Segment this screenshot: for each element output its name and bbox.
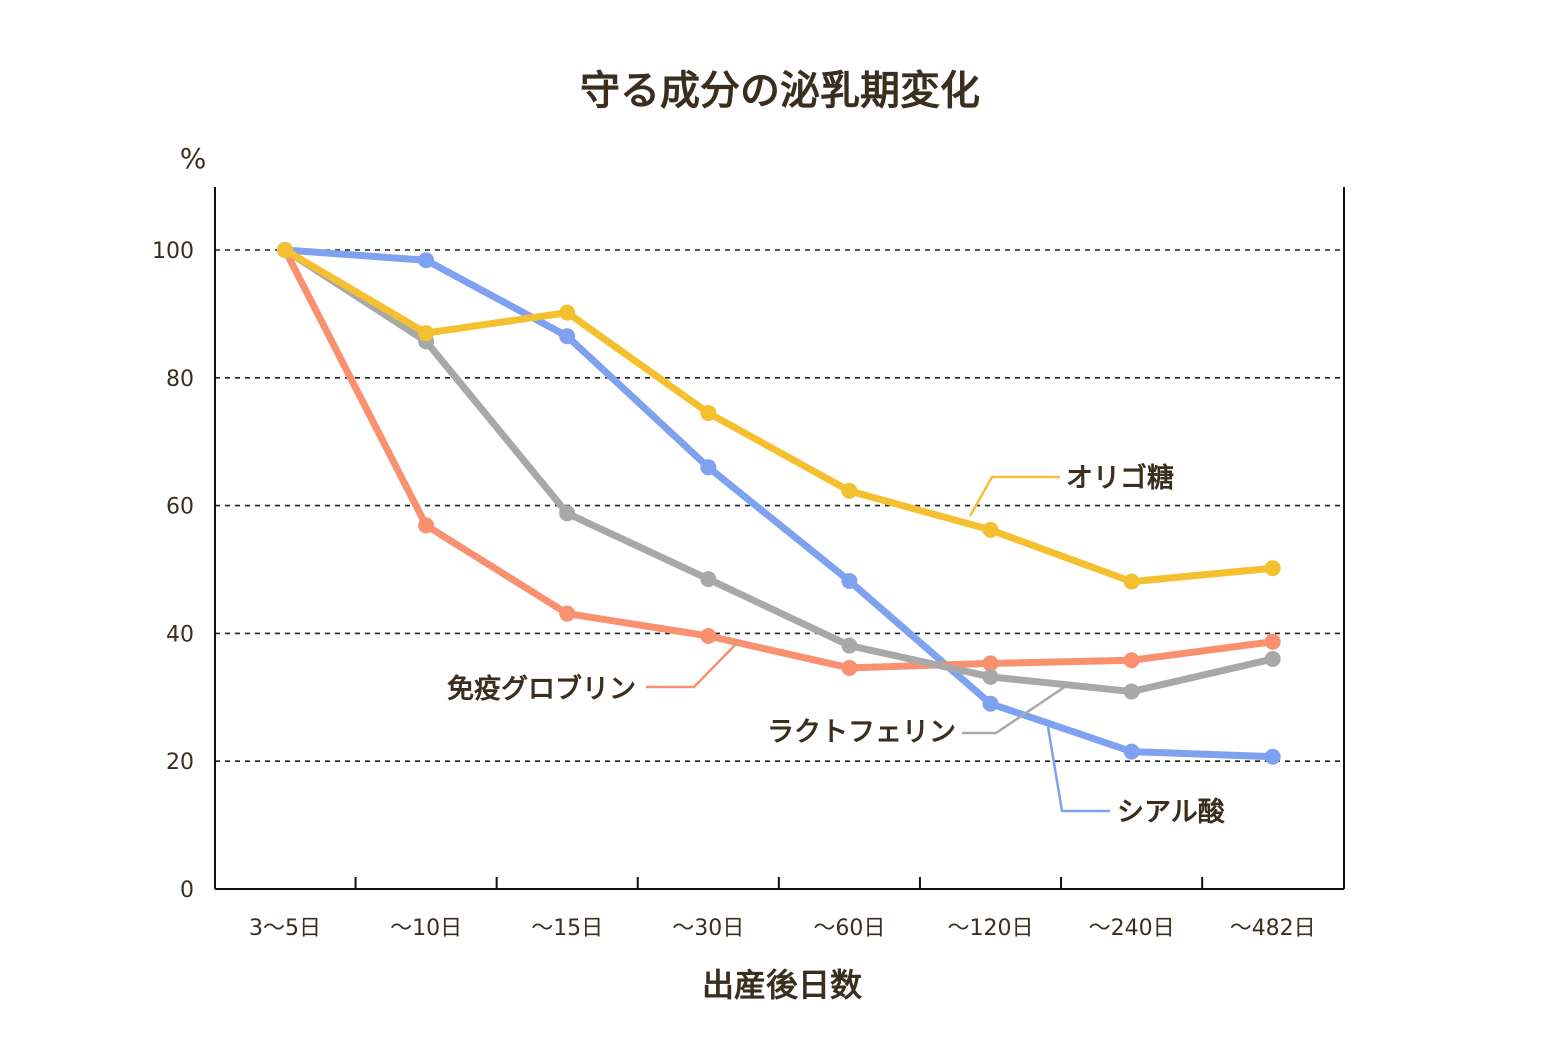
y-tick-label: 100 <box>152 239 194 264</box>
data-point-oligosaccharide <box>418 325 435 342</box>
leader-line-lactoferrin <box>962 684 1067 735</box>
series-line-oligosaccharide <box>281 246 1277 586</box>
x-tick-labels: 3〜5日 〜10日 〜15日 〜30日 〜60日 〜120日 〜240日 〜482日 <box>249 916 1316 941</box>
data-point-immunoglobulin <box>1123 652 1140 669</box>
data-point-lactoferrin <box>841 637 858 654</box>
data-point-oligosaccharide <box>841 482 858 499</box>
data-point-lactoferrin <box>1123 683 1140 700</box>
data-point-oligosaccharide <box>277 242 293 258</box>
x-tick-label: 〜120日 <box>948 916 1034 941</box>
x-axis-label: 出産後日数 <box>702 966 863 1004</box>
data-point-oligosaccharide <box>982 521 999 538</box>
series-lines <box>277 242 1281 765</box>
series-label-immunoglobulin: 免疫グロブリン <box>447 673 636 705</box>
y-tick-label: 0 <box>180 878 194 903</box>
data-point-immunoglobulin <box>559 605 576 622</box>
data-point-immunoglobulin <box>1264 633 1281 650</box>
data-point-lactoferrin <box>982 668 999 685</box>
grid-lines <box>215 249 1344 763</box>
x-tick-label: 3〜5日 <box>249 916 321 941</box>
y-tick-labels: 0 20 40 60 80 100 <box>152 239 194 903</box>
data-point-sialic-acid <box>559 328 576 345</box>
leader-line-oligosaccharide <box>968 475 1060 517</box>
data-point-oligosaccharide <box>700 404 717 421</box>
data-point-oligosaccharide <box>1123 573 1140 590</box>
series-line-lactoferrin <box>281 246 1277 696</box>
series-label-oligosaccharide: オリゴ糖 <box>1066 462 1174 494</box>
data-point-sialic-acid <box>982 695 999 712</box>
series-label-sialic-acid: シアル酸 <box>1117 797 1226 828</box>
x-tick-label: 〜30日 <box>672 916 744 941</box>
data-point-sialic-acid <box>1123 743 1140 760</box>
data-point-sialic-acid <box>700 459 717 476</box>
data-point-sialic-acid <box>1264 748 1281 765</box>
leader-line-sialic-acid <box>1046 726 1110 813</box>
series-line-immunoglobulin <box>281 246 1277 672</box>
y-tick-label: 60 <box>166 495 194 520</box>
axes <box>214 187 1345 890</box>
y-axis-unit: % <box>180 142 207 175</box>
y-tick-label: 40 <box>166 622 194 647</box>
data-point-oligosaccharide <box>1264 560 1281 577</box>
data-point-immunoglobulin <box>418 517 435 534</box>
chart-title: 守る成分の泌乳期変化 <box>580 68 980 114</box>
x-tick-label: 〜15日 <box>531 916 603 941</box>
data-point-lactoferrin <box>559 505 576 522</box>
y-tick-label: 80 <box>166 367 194 392</box>
data-point-immunoglobulin <box>841 659 858 676</box>
x-tick-label: 〜10日 <box>390 916 462 941</box>
data-point-sialic-acid <box>841 573 858 590</box>
x-tick-label: 〜482日 <box>1230 916 1316 941</box>
x-tick-label: 〜240日 <box>1089 916 1175 941</box>
data-point-sialic-acid <box>418 252 435 269</box>
series-label-lactoferrin: ラクトフェリン <box>767 717 956 748</box>
series-line-sialic-acid <box>281 246 1277 761</box>
y-tick-label: 20 <box>166 750 194 775</box>
x-tick-label: 〜60日 <box>813 916 885 941</box>
data-point-lactoferrin <box>700 571 717 588</box>
data-point-immunoglobulin <box>982 655 999 672</box>
data-point-immunoglobulin <box>700 627 717 644</box>
data-point-oligosaccharide <box>559 304 576 321</box>
leader-line-immunoglobulin <box>646 642 738 689</box>
data-point-lactoferrin <box>1264 650 1281 667</box>
